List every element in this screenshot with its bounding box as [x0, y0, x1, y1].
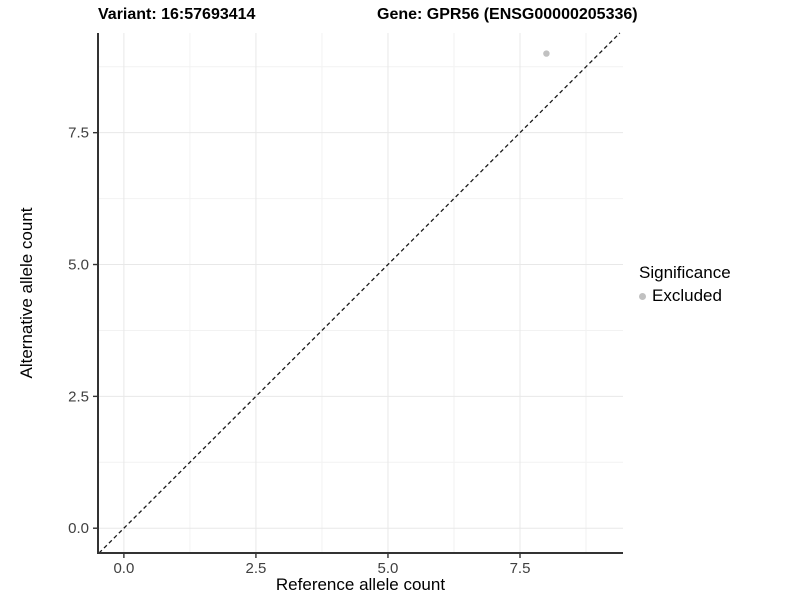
y-tick-label: 5.0: [68, 257, 89, 274]
excluded-point-icon: [639, 292, 646, 300]
y-tick-label: 2.5: [68, 388, 89, 405]
y-tick-label: 0.0: [68, 520, 89, 537]
variant-title: Variant: 16:57693414: [98, 6, 256, 23]
legend: Significance Excluded: [639, 263, 731, 306]
data-point: [543, 50, 550, 57]
x-tick-label: 2.5: [245, 560, 266, 577]
legend-title: Significance: [639, 263, 731, 282]
x-tick-label: 0.0: [113, 560, 134, 577]
y-tick-label: 7.5: [68, 125, 89, 142]
x-tick-label: 5.0: [378, 560, 399, 577]
x-tick-label: 7.5: [510, 560, 531, 577]
legend-item-label: Excluded: [652, 286, 722, 305]
legend-item-excluded: Excluded: [639, 286, 731, 306]
gene-title: Gene: GPR56 (ENSG00000205336): [377, 6, 638, 23]
x-axis-title: Reference allele count: [275, 575, 446, 594]
identity-line: [98, 32, 621, 554]
y-axis-title: Alternative allele count: [17, 207, 36, 379]
